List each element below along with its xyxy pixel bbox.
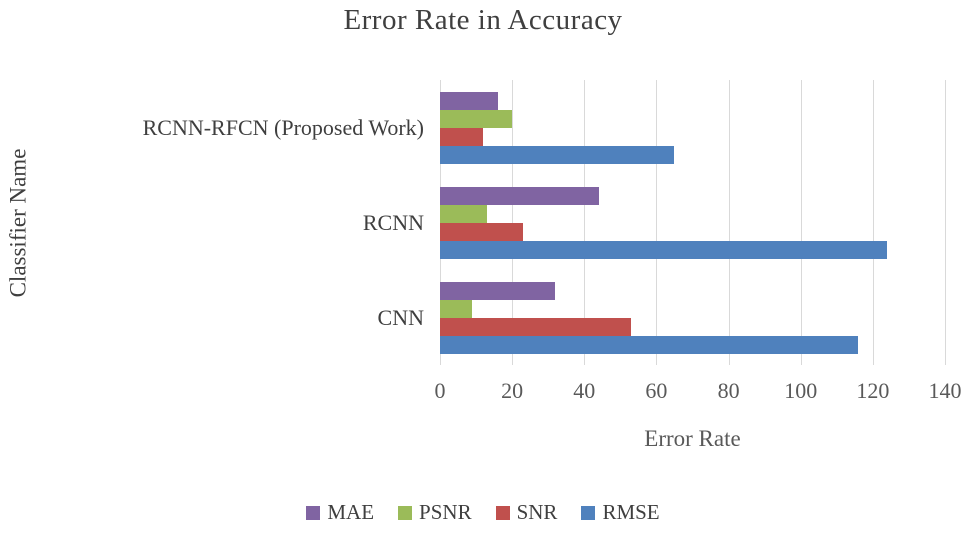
category-label: RCNN	[362, 209, 424, 235]
legend-label-rmse: RMSE	[602, 500, 660, 524]
bar-snr-3	[440, 317, 632, 336]
gridline	[872, 80, 874, 365]
gridline	[945, 80, 946, 365]
x-tick-label: 100	[784, 378, 818, 403]
x-tick-label: 60	[645, 378, 668, 403]
x-tick-label: 120	[856, 378, 890, 403]
category-label: RCNN-RFCN (Proposed Work)	[142, 114, 424, 140]
bar-mae-1	[440, 91, 498, 110]
gridline	[584, 80, 586, 365]
bar-snr-2	[440, 222, 523, 241]
legend-label-mae: MAE	[327, 500, 375, 524]
x-tick-label: 140	[928, 378, 962, 403]
legend-label-snr: SNR	[516, 500, 558, 524]
bar-psnr-1	[440, 109, 513, 128]
legend-swatch-psnr	[398, 505, 413, 520]
x-tick-label: 80	[717, 378, 740, 403]
legend-swatch-rmse	[581, 505, 596, 520]
legend-item-rmse: RMSE	[581, 500, 660, 525]
gridline	[800, 80, 802, 365]
plot-area	[440, 80, 946, 365]
category-label: CNN	[377, 304, 424, 330]
x-tick-label: 20	[501, 378, 524, 403]
gridline	[656, 80, 658, 365]
chart-title: Error Rate in Accuracy	[343, 4, 623, 36]
x-tick-label: 40	[573, 378, 596, 403]
bar-rmse-3	[440, 335, 859, 354]
legend-item-mae: MAE	[306, 500, 374, 525]
legend-label-psnr: PSNR	[419, 500, 472, 524]
bar-rmse-2	[440, 240, 888, 259]
legend-item-psnr: PSNR	[398, 500, 472, 525]
bar-mae-2	[440, 186, 599, 205]
legend: MAE PSNR SNR RMSE	[0, 500, 966, 525]
gridline	[728, 80, 730, 365]
x-tick-label: 0	[434, 378, 446, 403]
category-labels: RCNN-RFCN (Proposed Work) RCNN CNN	[36, 80, 432, 365]
legend-swatch-snr	[495, 505, 510, 520]
bar-snr-1	[440, 127, 484, 146]
legend-swatch-mae	[306, 505, 321, 520]
bar-rmse-1	[440, 145, 675, 164]
x-ticks: 0 20 40 60 80 100 120 140	[435, 378, 962, 408]
bar-psnr-2	[440, 204, 487, 223]
x-axis-title: Error Rate	[644, 426, 741, 451]
bar-psnr-3	[440, 299, 473, 318]
bar-mae-3	[440, 281, 556, 300]
legend-item-snr: SNR	[495, 500, 558, 525]
